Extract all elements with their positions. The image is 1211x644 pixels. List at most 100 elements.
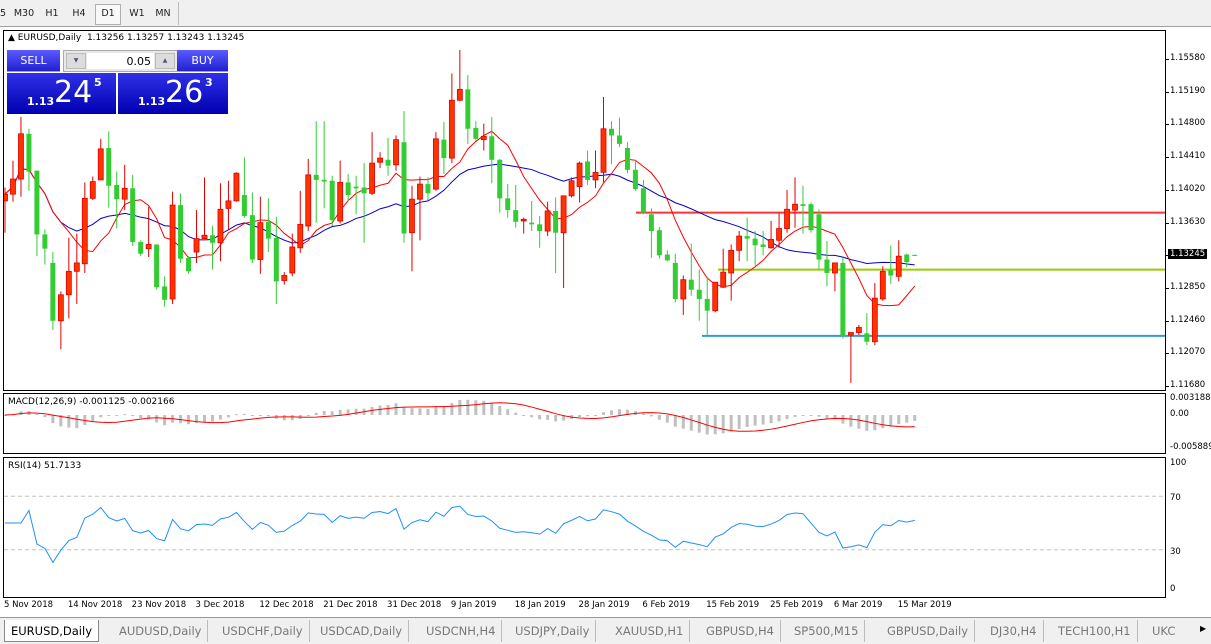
macd-histogram-bar: [905, 415, 909, 423]
tabs-scroll-right-icon[interactable]: ▶: [1200, 624, 1207, 633]
macd-title: MACD(12,26,9) -0.001125 -0.002166: [8, 397, 175, 407]
candle-body: [895, 255, 902, 277]
macd-histogram-bar: [657, 415, 661, 420]
rsi-title: RSI(14) 51.7133: [8, 461, 82, 471]
timeframe-m5-button[interactable]: 5: [0, 8, 7, 19]
price-axis[interactable]: 1.15580 1.15190 1.14800 1.14410 1.14020 1.136…: [1166, 30, 1211, 391]
candle-body: [401, 142, 407, 234]
timeframe-d1-button[interactable]: D1: [95, 4, 121, 25]
macd-axis-zero: 0.00: [1170, 409, 1189, 419]
timeframe-m30-button[interactable]: M30: [13, 8, 35, 19]
bullish-candle: [448, 73, 455, 164]
bullish-candle: [871, 283, 878, 346]
candle-body: [97, 148, 104, 181]
time-axis[interactable]: 5 Nov 2018 14 Nov 2018 23 Nov 2018 3 Dec 20…: [0, 598, 1166, 614]
candle-body: [792, 203, 798, 211]
price-axis-tick: [1166, 189, 1169, 191]
price-chart-canvas[interactable]: [4, 31, 1166, 391]
macd-histogram-bar: [586, 415, 590, 417]
timeframe-h4-button[interactable]: H4: [72, 8, 86, 19]
time-axis-label: 23 Nov 2018: [131, 600, 187, 610]
macd-histogram-bar: [139, 415, 143, 419]
bullish-candle: [592, 150, 599, 189]
tab-audusd-daily[interactable]: AUDUSD,Daily: [113, 620, 209, 642]
lot-decrease-arrow-icon[interactable]: ▼: [66, 53, 86, 69]
tab-sp500-m15[interactable]: SP500,M15: [788, 620, 866, 642]
tab-usdjpy-daily[interactable]: USDJPY,Daily: [509, 620, 597, 642]
candle-body: [456, 88, 463, 101]
bullish-candle: [736, 231, 743, 262]
macd-axis-max: 0.003188: [1170, 393, 1211, 403]
macd-pane[interactable]: MACD(12,26,9) -0.001125 -0.002166: [3, 393, 1166, 454]
candle-body: [879, 270, 886, 300]
candle-body: [520, 218, 527, 222]
macd-histogram-bar: [594, 415, 598, 416]
collapse-triangle-icon[interactable]: ▲: [8, 33, 15, 43]
bearish-candle: [608, 121, 614, 164]
tab-gbpusd-daily[interactable]: GBPUSD,Daily: [881, 620, 976, 642]
candle-body: [768, 239, 774, 249]
price-axis-tick: [1166, 386, 1169, 387]
tab-usdcad-daily[interactable]: USDCAD,Daily: [314, 620, 410, 642]
bearish-candle: [329, 175, 335, 227]
tab-tech100-h1[interactable]: TECH100,H1: [1052, 620, 1138, 642]
macd-histogram-bar: [665, 415, 669, 423]
price-chart-pane[interactable]: ▲ EURUSD,Daily 1.13256 1.13257 1.13243 1…: [3, 30, 1166, 391]
buy-price-prefix: 1.13: [138, 95, 166, 108]
candle-body: [89, 181, 96, 199]
timeframe-mn-button[interactable]: MN: [155, 8, 171, 19]
macd-histogram-bar: [825, 415, 829, 419]
rsi-pane[interactable]: RSI(14) 51.7133: [3, 457, 1166, 598]
lot-increase-arrow-icon[interactable]: ▲: [155, 53, 175, 69]
candle-body: [201, 234, 208, 240]
candle-body: [233, 172, 240, 202]
candle-body: [656, 230, 662, 256]
macd-histogram-bar: [873, 415, 877, 431]
macd-histogram-bar: [346, 409, 350, 415]
candle-body: [505, 198, 511, 211]
bearish-candle: [130, 174, 136, 247]
bearish-candle: [154, 244, 160, 290]
candle-body: [193, 238, 200, 253]
macd-histogram-bar: [617, 409, 621, 415]
tab-xauusd-h1[interactable]: XAUUSD,H1: [609, 620, 691, 642]
macd-histogram-bar: [482, 400, 486, 415]
tab-usdchf-daily[interactable]: USDCHF,Daily: [216, 620, 310, 642]
bearish-candle: [537, 215, 543, 248]
tab-ukc[interactable]: UKC: [1152, 624, 1176, 638]
candle-body: [73, 262, 80, 272]
lot-size-input[interactable]: [87, 53, 154, 69]
candle-body: [57, 294, 64, 322]
bearish-candle: [34, 170, 40, 257]
tab-usdcnh-h4[interactable]: USDCNH,H4: [420, 620, 503, 642]
buy-price-button[interactable]: 1.13 26 3: [118, 73, 228, 114]
candle-body: [728, 249, 735, 274]
bearish-candle: [505, 184, 511, 218]
candle-body: [114, 184, 120, 200]
candle-body: [281, 275, 288, 281]
timeframe-h1-button[interactable]: H1: [45, 8, 59, 19]
bullish-candle: [576, 161, 583, 203]
buy-button[interactable]: BUY: [177, 50, 228, 72]
macd-histogram-bar: [889, 415, 893, 427]
sell-button[interactable]: SELL: [7, 50, 60, 72]
macd-histogram-bar: [841, 415, 845, 424]
ohlc-values: 1.13256 1.13257 1.13243 1.13245: [86, 33, 245, 43]
candle-body: [760, 244, 766, 247]
candle-body: [329, 180, 335, 221]
candle-body: [138, 241, 144, 254]
timeframe-w1-button[interactable]: W1: [129, 8, 145, 19]
price-axis-tick: [1166, 59, 1169, 60]
bullish-candle: [568, 177, 575, 198]
bullish-candle: [720, 248, 727, 289]
tab-eurusd-daily[interactable]: EURUSD,Daily: [4, 620, 99, 642]
candle-body: [305, 174, 312, 227]
sell-price-button[interactable]: 1.13 24 5: [7, 73, 116, 114]
buy-price-pips: 26: [165, 75, 204, 110]
bullish-candle: [225, 180, 232, 230]
candle-body: [624, 148, 630, 170]
macd-histogram-bar: [897, 415, 901, 425]
macd-histogram-bar: [817, 415, 821, 417]
tab-gbpusd-h4[interactable]: GBPUSD,H4: [700, 620, 781, 642]
tab-dj30-h4[interactable]: DJ30,H4: [984, 620, 1044, 642]
